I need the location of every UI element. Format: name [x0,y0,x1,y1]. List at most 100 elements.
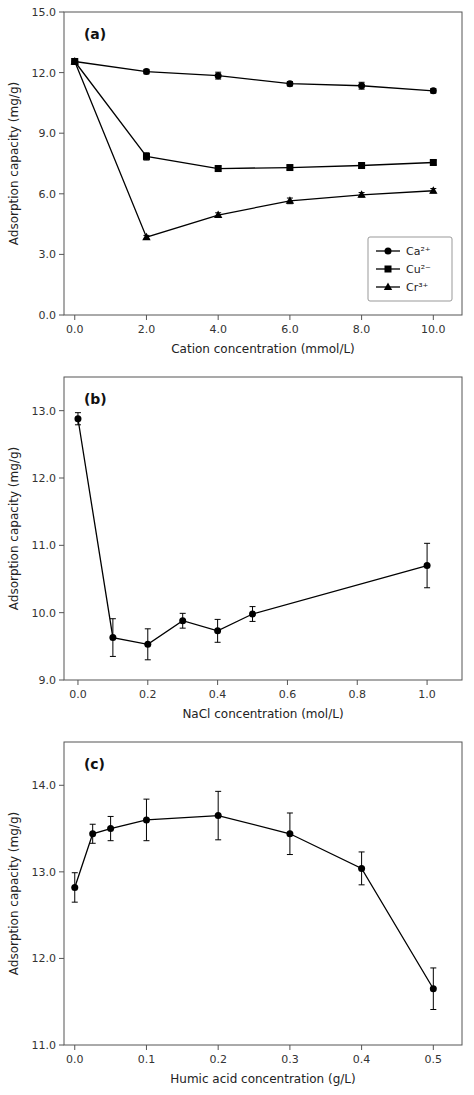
data-point [142,233,150,241]
data-point [143,153,150,160]
y-tick [59,1045,64,1046]
legend-entry: Cu²⁻ [376,263,431,276]
x-tick-label: 0.8 [349,688,367,701]
error-bar [72,873,78,902]
plot-area [71,791,437,1009]
x-tick [289,315,290,320]
legend-label: Ca²⁺ [406,245,431,258]
error-bar [250,607,256,622]
error-cap [90,843,96,844]
error-bar [143,799,149,841]
error-cap [215,839,221,840]
legend-marker [385,248,392,255]
y-tick-label: 9.0 [39,674,57,687]
data-point [109,634,116,641]
y-tick [59,680,64,681]
data-point [107,825,114,832]
y-tick-label: 12.0 [32,952,57,965]
y-tick-label: 11.0 [32,539,57,552]
data-point [71,57,79,64]
x-tick-label: 2.0 [138,323,156,336]
y-tick [59,254,64,255]
legend-box [368,237,452,301]
x-tick [218,315,219,320]
data-point [358,162,365,169]
error-cap [424,587,430,588]
figure: 0.02.04.06.08.010.00.03.06.09.012.015.0C… [0,0,474,1095]
error-cap [430,1009,436,1010]
y-tick-label: 0.0 [39,309,57,322]
panel-label: (b) [84,391,107,407]
data-point [179,617,186,624]
y-tick [59,785,64,786]
error-bar [215,72,221,79]
error-cap [287,812,293,813]
error-cap [110,656,116,657]
plot-frame [64,377,462,680]
error-bar [108,816,114,840]
x-tick [77,680,78,685]
legend-marker [385,266,392,273]
x-tick [217,680,218,685]
x-tick-label: 4.0 [209,323,227,336]
data-point [286,164,293,171]
x-tick-label: 0.4 [353,1053,371,1066]
x-axis-label: Humic acid concentration (g/L) [170,1072,355,1086]
legend-label: Cu²⁻ [406,263,431,276]
y-axis-label: Adsorption capacity (mg/g) [7,447,21,610]
x-tick [361,1045,362,1050]
y-tick [59,612,64,613]
error-bar [180,613,186,628]
x-tick-label: 0.1 [138,1053,156,1066]
x-tick-label: 10.0 [421,323,446,336]
y-tick-label: 12.0 [32,67,57,80]
y-tick [59,193,64,194]
plot-frame [64,742,462,1045]
plot-area [74,413,430,660]
error-cap [143,840,149,841]
error-cap [250,621,256,622]
error-bar [359,82,365,89]
data-point [71,58,78,65]
x-tick-label: 0.2 [139,688,157,701]
x-tick [146,315,147,320]
legend-entry: Cr³⁺ [376,281,429,294]
error-bar [359,163,365,169]
data-point [143,816,150,823]
series [71,58,437,172]
y-tick-label: 13.0 [32,405,57,418]
error-bar [287,813,293,855]
error-cap [215,642,221,643]
series-line [75,61,434,90]
y-tick-label: 3.0 [39,248,57,261]
x-tick [361,315,362,320]
error-cap [215,619,221,620]
data-point [424,562,431,569]
data-point [358,865,365,872]
error-bar [215,619,221,642]
data-point [215,812,222,819]
x-tick [147,680,148,685]
error-cap [108,840,114,841]
data-point [286,830,293,837]
error-cap [180,628,186,629]
legend-label: Cr³⁺ [406,281,429,294]
x-tick-label: 0.3 [281,1053,299,1066]
x-tick [74,1045,75,1050]
y-tick-label: 10.0 [32,607,57,620]
error-cap [72,872,78,873]
y-axis-label: Adsorption capacity (mg/g) [7,812,21,975]
y-tick-label: 14.0 [32,779,57,792]
series [71,58,437,94]
error-cap [90,824,96,825]
x-tick [357,680,358,685]
error-cap [180,613,186,614]
y-tick [59,410,64,411]
error-cap [108,816,114,817]
x-tick-label: 1.0 [418,688,436,701]
error-bar [145,629,151,660]
y-tick-label: 9.0 [39,127,57,140]
x-tick [218,1045,219,1050]
page: {"chart_data": [ {"type": "line", "title… [0,0,474,1095]
x-tick [289,1045,290,1050]
